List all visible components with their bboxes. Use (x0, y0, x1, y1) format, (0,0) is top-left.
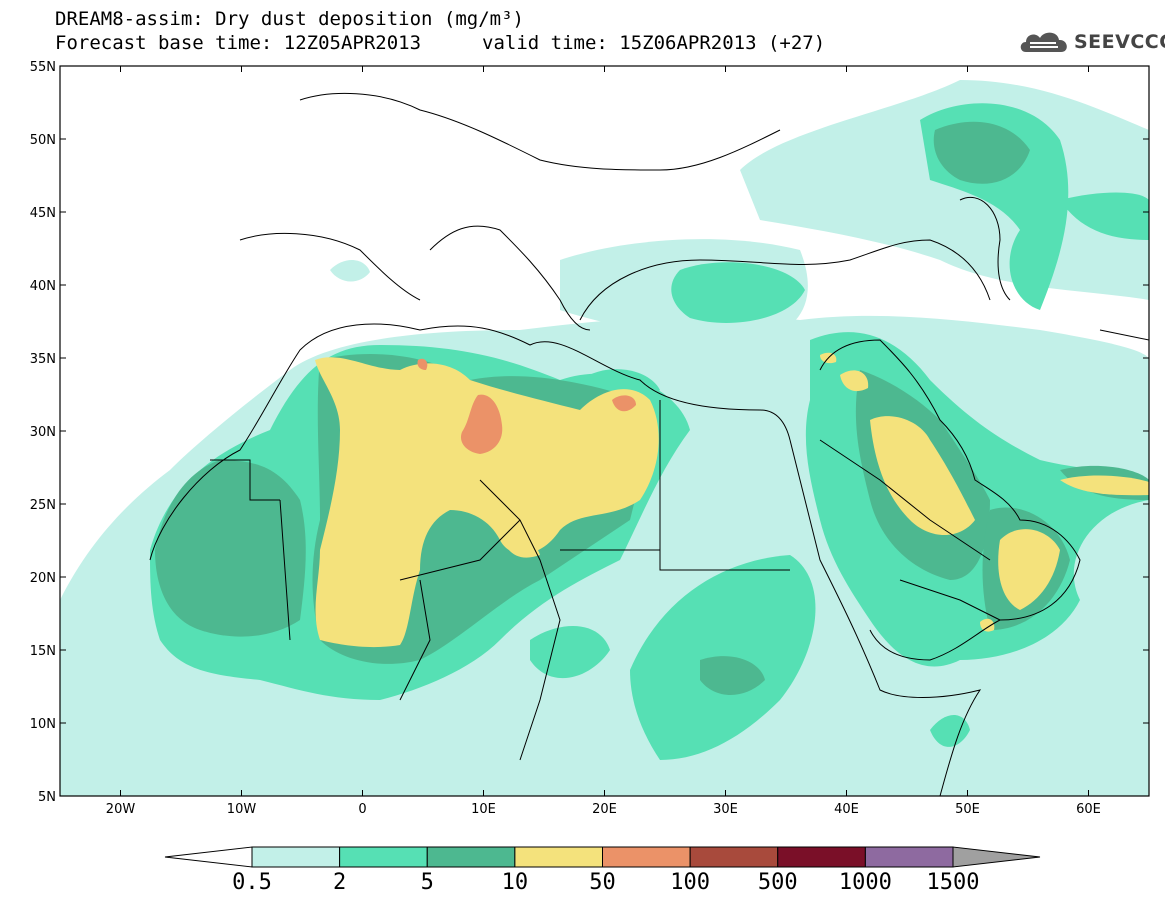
colorbar-label: 100 (670, 870, 710, 895)
dust-deposition-field (60, 80, 1149, 796)
lat-tick-label: 20N (30, 571, 56, 586)
colorbar-label: 2 (333, 870, 346, 895)
lat-tick-label: 35N (30, 352, 56, 367)
lat-tick-label: 55N (30, 60, 56, 75)
lon-tick-label: 10E (471, 802, 496, 817)
title-line-1: DREAM8-assim: Dry dust deposition (mg/m³… (55, 8, 524, 30)
colorbar-label: 50 (589, 870, 616, 895)
colorbar-swatch (689, 846, 779, 868)
forecast-base-time: Forecast base time: 12Z05APR2013 (55, 32, 422, 54)
lat-tick-label: 25N (30, 498, 56, 513)
colorbar-swatch (514, 846, 603, 868)
seevccc-logo: SEEVCCC (1018, 28, 1165, 56)
colorbar-swatch (864, 846, 954, 868)
lat-tick-label: 30N (30, 425, 56, 440)
lon-tick-label: 50E (955, 802, 980, 817)
lat-tick-label: 10N (30, 717, 56, 732)
lon-tick-label: 20E (592, 802, 617, 817)
lon-tick-label: 0 (358, 802, 366, 817)
colorbar-high-arrow (952, 846, 1041, 868)
colorbar-swatch (251, 846, 341, 868)
latitude-axis: 55N 50N 45N 40N 35N 30N 25N 20N 15N 10N 5N (30, 60, 1149, 805)
colorbar-label: 1000 (839, 870, 892, 895)
lon-tick-label: 10W (227, 802, 257, 817)
colorbar-low-arrow (164, 846, 253, 868)
colorbar: 0.5 2 5 10 50 100 500 1000 1500 (164, 846, 1041, 895)
lat-tick-label: 5N (38, 790, 56, 805)
colorbar-label: 0.5 (232, 870, 272, 895)
colorbar-swatch (777, 846, 866, 868)
lon-tick-label: 40E (834, 802, 859, 817)
lat-tick-label: 50N (30, 133, 56, 148)
logo-text: SEEVCCC (1074, 31, 1165, 53)
cloud-logo-icon (1020, 32, 1067, 52)
lat-tick-label: 45N (30, 206, 56, 221)
colorbar-swatch (339, 846, 428, 868)
lon-tick-label: 30E (713, 802, 738, 817)
lat-tick-label: 40N (30, 279, 56, 294)
longitude-axis: 20W 10W 0 10E 20E 30E 40E 50E 60E (106, 66, 1101, 817)
colorbar-label: 10 (502, 870, 529, 895)
valid-time: valid time: 15Z06APR2013 (+27) (482, 32, 826, 54)
coastlines-borders (60, 92, 1149, 796)
lon-tick-label: 60E (1076, 802, 1101, 817)
deposition-level-50-100 (417, 358, 636, 454)
deposition-level-10-50 (315, 352, 1149, 648)
colorbar-label: 5 (421, 870, 434, 895)
colorbar-swatch (602, 846, 691, 868)
colorbar-label: 1500 (927, 870, 980, 895)
lat-tick-label: 15N (30, 644, 56, 659)
colorbar-swatch (426, 846, 516, 868)
lon-tick-label: 20W (106, 802, 136, 817)
colorbar-label: 500 (758, 870, 798, 895)
